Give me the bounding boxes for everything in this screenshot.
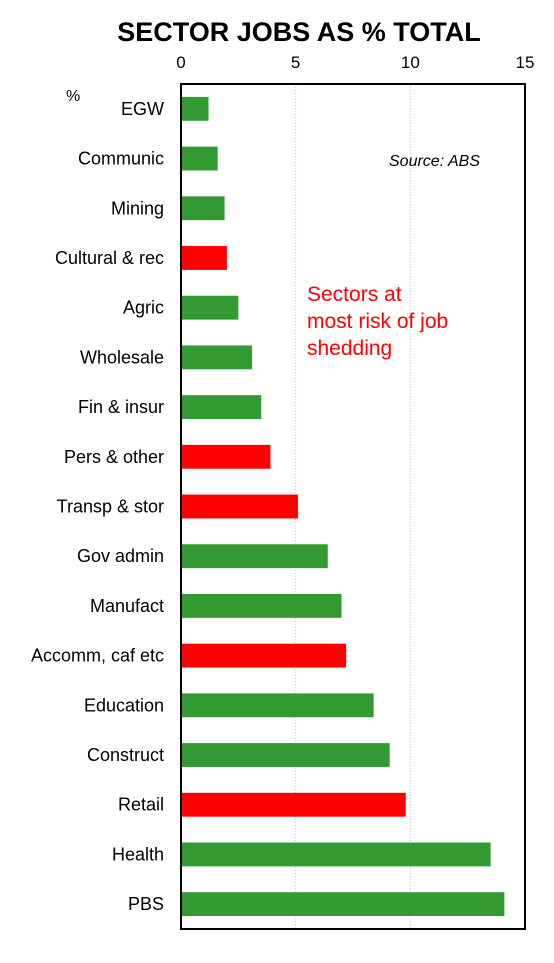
chart-title: SECTOR JOBS AS % TOTAL [117,17,481,47]
x-tick-label: 0 [176,53,185,72]
bar [181,246,227,270]
bar [181,743,390,767]
source-note: Source: ABS [389,153,480,170]
plot-frame [180,83,526,930]
annotation-line: most risk of job [307,310,448,333]
category-label: Wholesale [80,347,164,367]
bar [181,643,347,668]
category-label: Cultural & rec [55,248,164,268]
bar [181,593,342,618]
bar [181,842,491,867]
category-label: PBS [128,894,164,914]
category-labels: EGW Communic Mining Cultural & rec Agric Whol… [31,99,164,914]
x-tick-label: 15 [516,53,535,72]
annotation-line: Sectors at [307,283,402,306]
x-axis-ticks: 0 5 10 15 [176,53,534,72]
bar [181,792,406,817]
risk-annotation: Sectors at most risk of job shedding [307,283,448,360]
bars [181,96,505,917]
bar [181,196,225,221]
category-label: Pers & other [64,447,164,467]
category-label: Construct [87,745,164,765]
category-label: Accomm, caf etc [31,646,164,666]
bar [181,146,218,171]
x-tick-label: 5 [291,53,300,72]
unit-label: % [66,88,80,105]
category-label: Health [112,844,164,864]
category-label: EGW [121,99,164,119]
bar [181,345,253,370]
bar [181,444,271,469]
bar [181,295,239,320]
category-label: Mining [111,198,164,218]
category-label: Communic [78,149,164,169]
x-tick-label: 10 [401,53,420,72]
category-label: Fin & insur [78,397,164,417]
bar [181,892,505,917]
category-label: Gov admin [77,546,164,566]
bar [181,96,209,121]
category-label: Agric [123,298,164,318]
bar [181,494,298,519]
category-label: Retail [118,795,164,815]
annotation-line: shedding [307,337,392,360]
category-label: Manufact [90,596,164,616]
category-label: Transp & stor [57,497,164,517]
bar [181,395,262,420]
bar [181,544,328,569]
bar [181,693,374,718]
category-label: Education [84,695,164,715]
